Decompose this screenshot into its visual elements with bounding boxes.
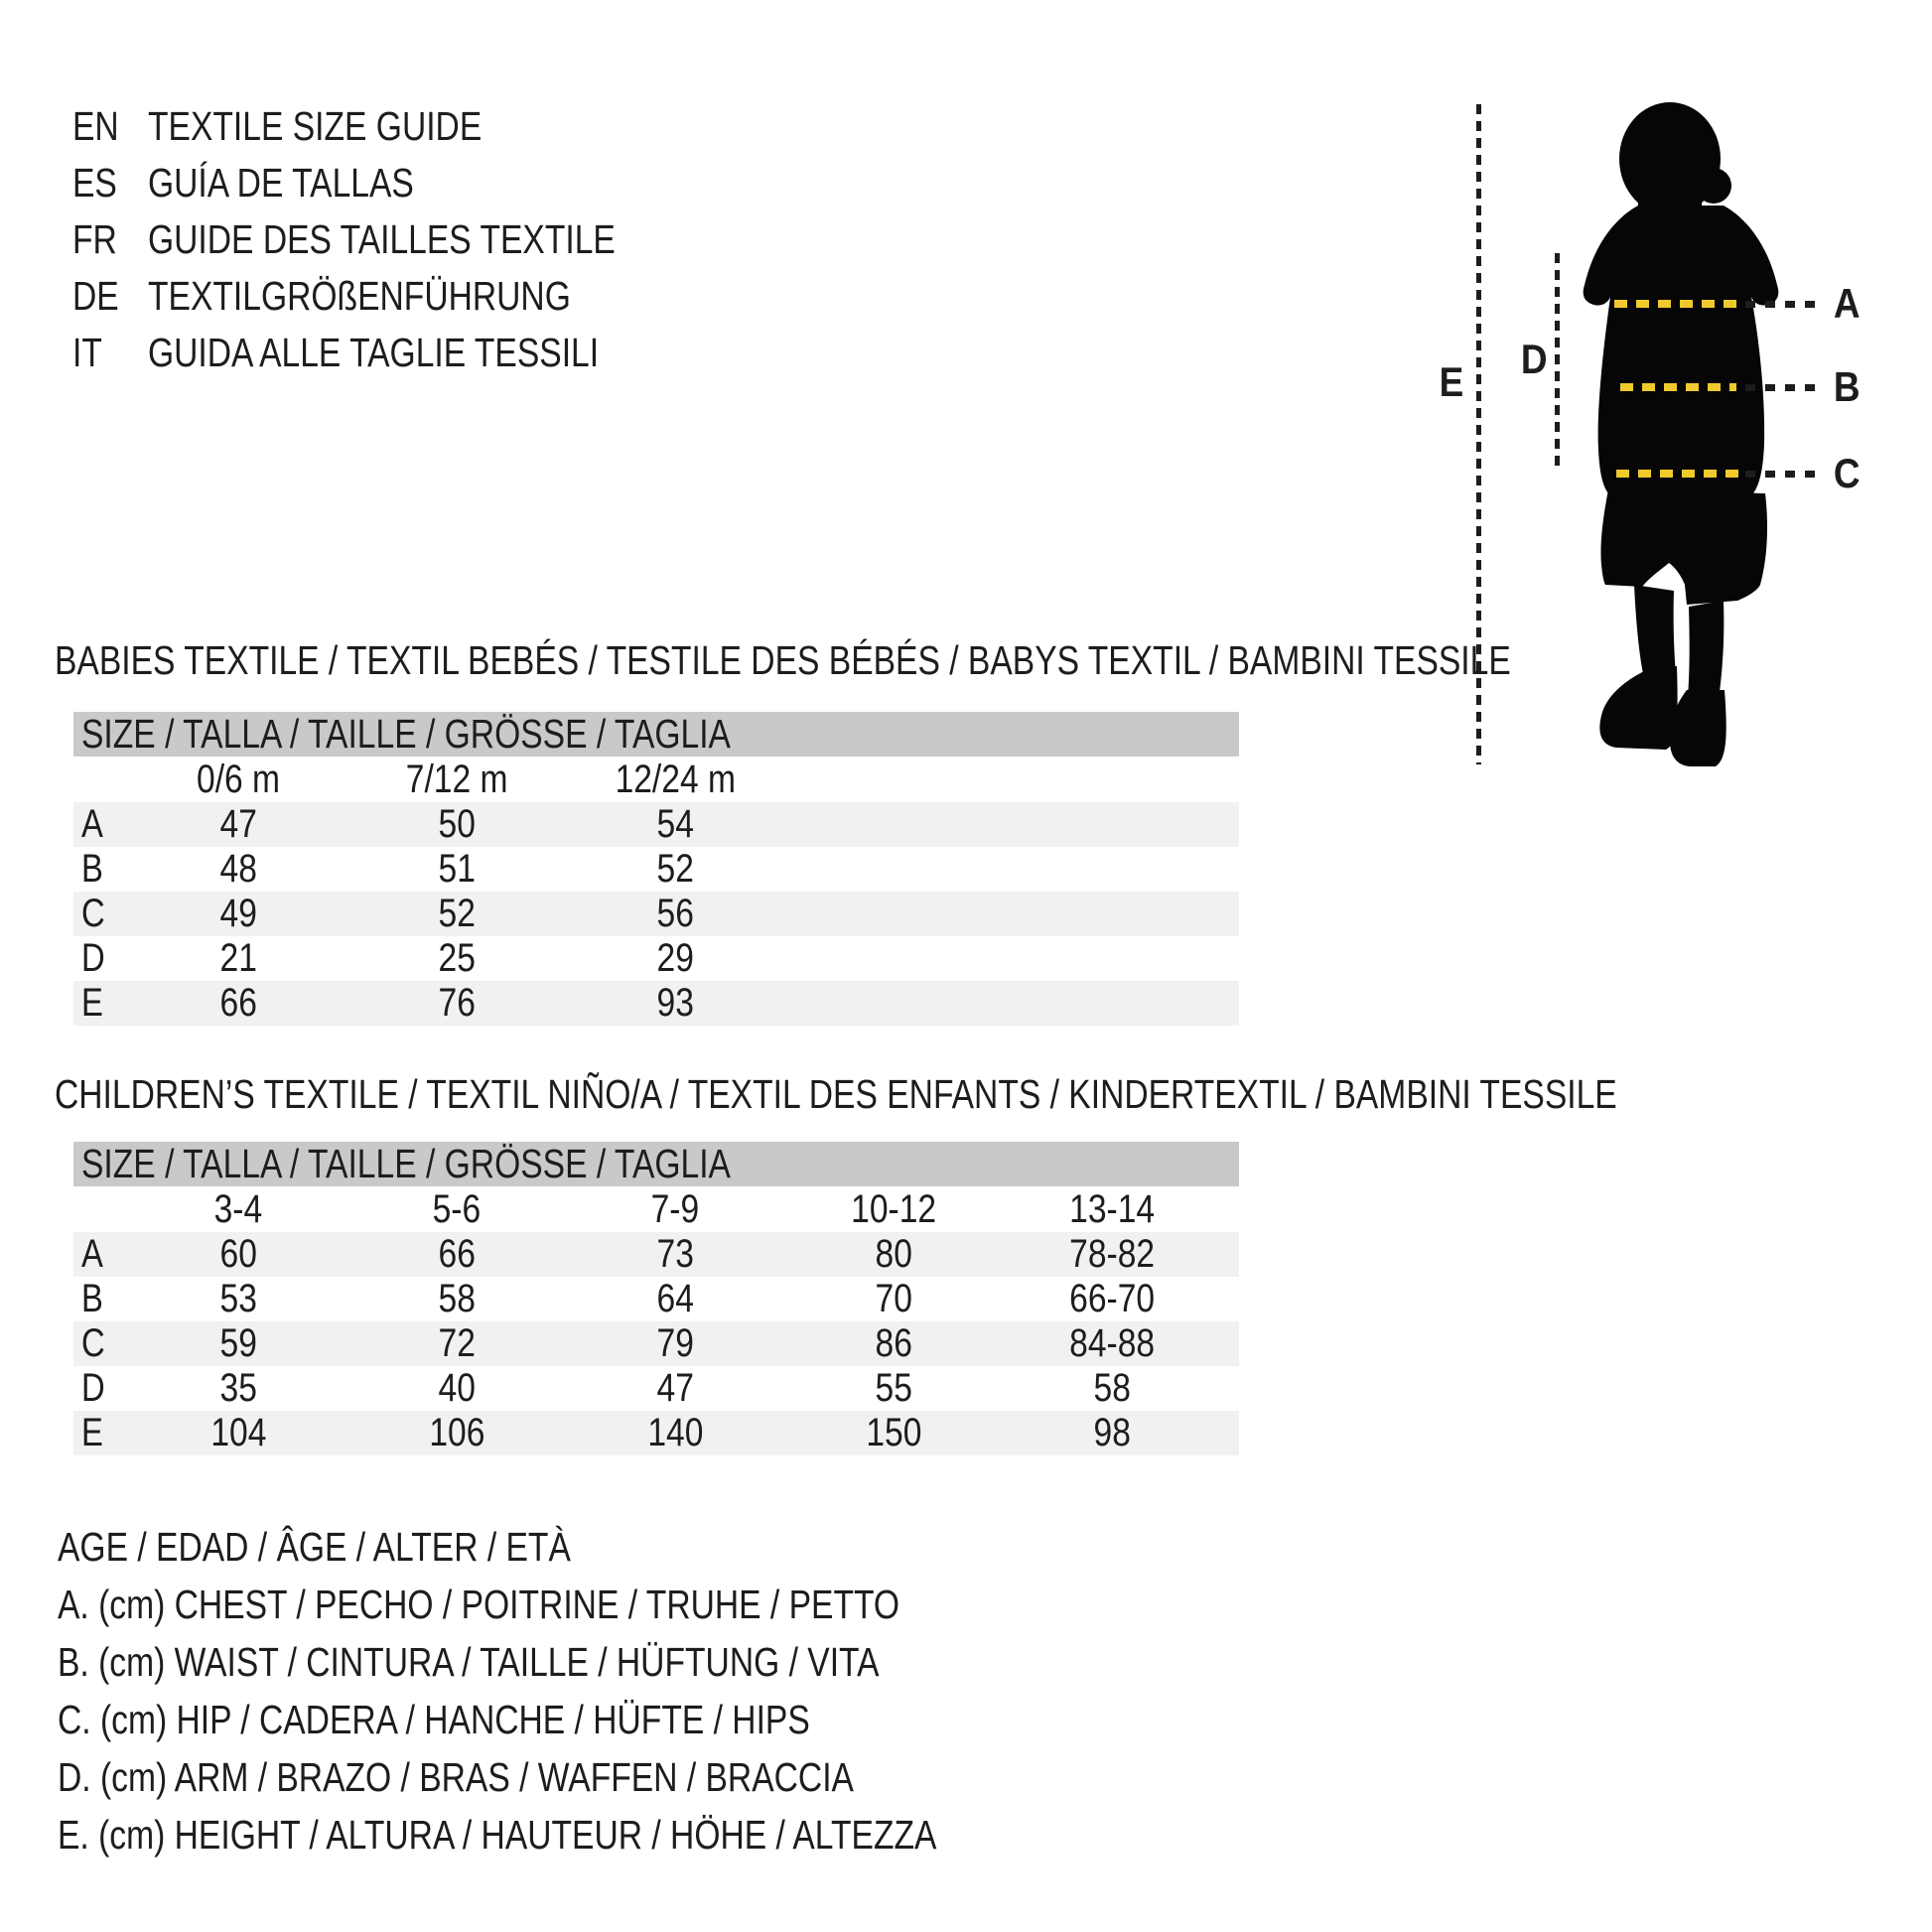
figure-label-e: E [1439, 358, 1464, 405]
babies-col-0: 0/6 m [196, 758, 281, 801]
babies-size-table: SIZE / TALLA / TAILLE / GRÖSSE / TAGLIA … [73, 712, 1239, 1026]
lang-row-fr: FR GUIDE DES TAILLES TEXTILE [72, 211, 718, 268]
lang-row-it: IT GUIDA ALLE TAGLIE TESSILI [72, 325, 718, 381]
legend-waist: B. (cm) WAIST / CINTURA / TAILLE / HÜFTU… [58, 1639, 880, 1685]
children-col-0: 3-4 [213, 1187, 263, 1231]
children-size-header-bar: SIZE / TALLA / TAILLE / GRÖSSE / TAGLIA [73, 1142, 1239, 1186]
table-row: C 49 52 56 [73, 892, 1239, 936]
legend-arm: D. (cm) ARM / BRAZO / BRAS / WAFFEN / BR… [58, 1754, 854, 1800]
figure-label-b: B [1833, 363, 1861, 410]
lang-row-es: ES GUÍA DE TALLAS [72, 155, 718, 211]
children-col-1: 5-6 [432, 1187, 482, 1231]
hip-c-yellow-dashes [1616, 470, 1740, 478]
legend-age: AGE / EDAD / ÂGE / ALTER / ETÀ [58, 1524, 571, 1570]
legend-hip: C. (cm) HIP / CADERA / HANCHE / HÜFTE / … [58, 1697, 810, 1742]
child-silhouette-figure [1583, 102, 1779, 766]
children-col-4: 13-14 [1069, 1187, 1155, 1231]
lang-row-de: DE TEXTILGRÖßENFÜHRUNG [72, 268, 718, 325]
babies-section-headline: BABIES TEXTILE / TEXTIL BEBÉS / TESTILE … [55, 637, 1511, 683]
table-row: A 47 50 54 [73, 802, 1239, 847]
language-guide: EN TEXTILE SIZE GUIDE ES GUÍA DE TALLAS … [72, 98, 718, 381]
table-row: C 59 72 79 86 84-88 [73, 1321, 1239, 1366]
figure-label-a: A [1833, 280, 1861, 327]
height-e-dashed-line [1476, 104, 1481, 764]
chest-a-yellow-dashes [1614, 300, 1740, 308]
table-row: D 21 25 29 [81, 936, 694, 980]
children-col-2: 7-9 [650, 1187, 700, 1231]
table-row: D 35 40 47 55 58 [81, 1366, 1131, 1410]
legend-height: E. (cm) HEIGHT / ALTURA / HAUTEUR / HÖHE… [58, 1812, 937, 1858]
lang-code: DE [72, 273, 119, 319]
children-size-table: SIZE / TALLA / TAILLE / GRÖSSE / TAGLIA … [73, 1142, 1239, 1455]
measurement-legend: AGE / EDAD / ÂGE / ALTER / ETÀ A. (cm) C… [58, 1518, 1130, 1863]
children-col-3: 10-12 [851, 1187, 936, 1231]
table-row: B 53 58 64 70 66-70 [81, 1277, 1155, 1320]
children-section-headline: CHILDREN’S TEXTILE / TEXTIL NIÑO/A / TEX… [55, 1071, 1617, 1117]
lang-code: FR [72, 216, 117, 262]
figure-label-d: D [1520, 336, 1548, 382]
hip-c-black-dashes [1745, 471, 1825, 478]
lang-title: GUIDE DES TAILLES TEXTILE [148, 216, 616, 262]
table-row: E 104 106 140 150 98 [73, 1411, 1239, 1455]
lang-title: TEXTILGRÖßENFÜHRUNG [148, 273, 571, 319]
lang-code: IT [72, 330, 102, 375]
lang-row-en: EN TEXTILE SIZE GUIDE [72, 98, 718, 155]
table-row: E 66 76 93 [73, 981, 1239, 1026]
waist-b-black-dashes [1745, 384, 1825, 391]
children-column-header-row: 3-4 5-6 7-9 10-12 13-14 [73, 1186, 1239, 1232]
babies-column-header-row: 0/6 m 7/12 m 12/24 m [73, 757, 1239, 802]
babies-col-2: 12/24 m [615, 758, 736, 801]
chest-a-black-dashes [1745, 301, 1825, 308]
babies-col-1: 7/12 m [405, 758, 508, 801]
lang-title: TEXTILE SIZE GUIDE [148, 103, 483, 149]
lang-code: ES [72, 160, 117, 206]
lang-title: GUÍA DE TALLAS [148, 160, 414, 206]
table-row: B 48 51 52 [81, 847, 694, 891]
lang-title: GUIDA ALLE TAGLIE TESSILI [148, 330, 600, 375]
waist-b-yellow-dashes [1620, 383, 1736, 391]
babies-size-header-bar: SIZE / TALLA / TAILLE / GRÖSSE / TAGLIA [73, 712, 1239, 757]
arm-d-dashed-line [1555, 253, 1560, 467]
lang-code: EN [72, 103, 119, 149]
table-row: A 60 66 73 80 78-82 [73, 1232, 1239, 1277]
figure-label-c: C [1833, 450, 1861, 496]
legend-chest: A. (cm) CHEST / PECHO / POITRINE / TRUHE… [58, 1582, 900, 1627]
